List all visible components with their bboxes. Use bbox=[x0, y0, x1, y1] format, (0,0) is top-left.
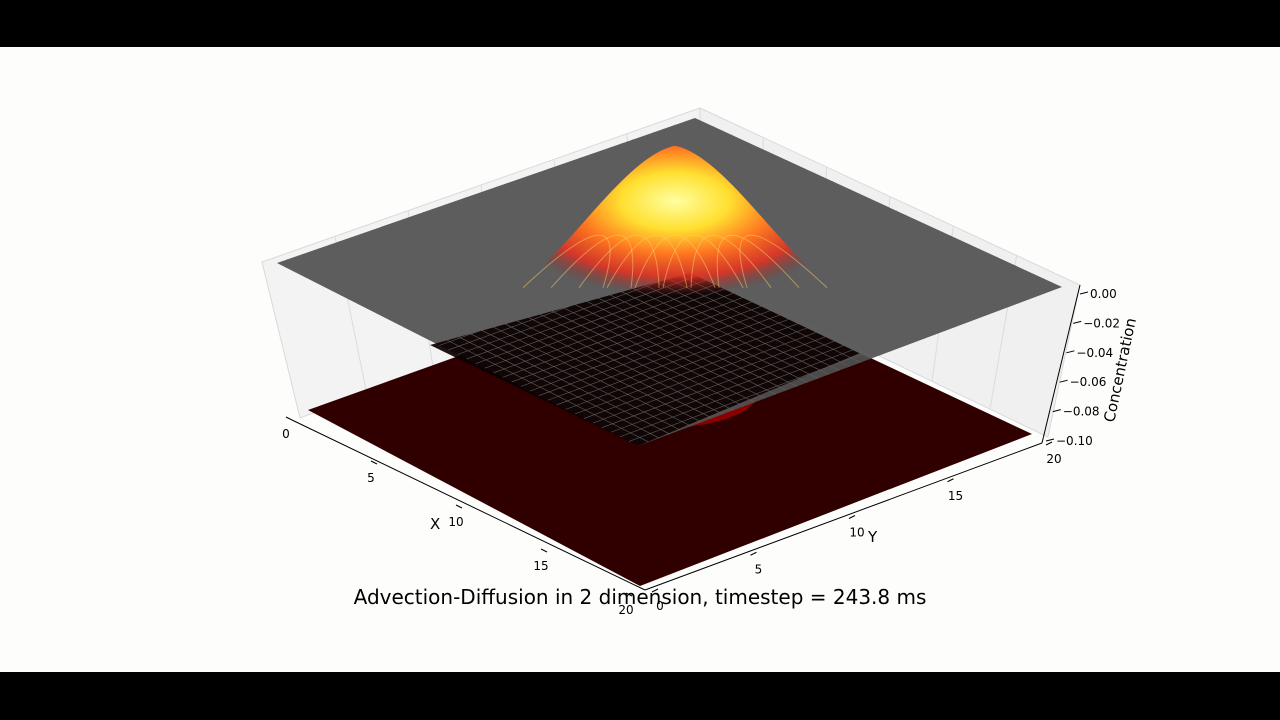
y-tick-label-4: 20 bbox=[1046, 452, 1061, 466]
z-axis-line bbox=[1041, 284, 1081, 444]
y-tick-mark-0 bbox=[651, 588, 659, 593]
x-tick-label-0: 0 bbox=[282, 427, 290, 441]
z-ticks: −0.10 −0.08 −0.06 −0.04 −0.02 0.00 bbox=[1045, 287, 1120, 448]
z-tick-mark-1 bbox=[1052, 409, 1061, 413]
x-axis-line bbox=[291, 419, 646, 591]
z-tick-mark-4 bbox=[1073, 320, 1082, 324]
y-tick-label-2: 10 bbox=[849, 526, 864, 540]
y-tick-mark-4 bbox=[1045, 441, 1053, 446]
chart-caption: Advection-Diffusion in 2 dimension, time… bbox=[353, 585, 927, 609]
y-axis-line bbox=[644, 442, 1043, 591]
x-axis-label: X bbox=[430, 515, 440, 533]
z-tick-mark-3 bbox=[1066, 350, 1075, 354]
y-tick-mark-3 bbox=[947, 478, 954, 483]
z-tick-label-0: −0.10 bbox=[1056, 434, 1093, 448]
x-tick-mark-2 bbox=[455, 504, 463, 509]
z-tick-mark-5 bbox=[1079, 291, 1089, 295]
x-tick-mark-4 bbox=[625, 592, 633, 597]
x-tick-mark-3 bbox=[540, 548, 548, 553]
x-tick-label-1: 5 bbox=[367, 471, 375, 485]
z-tick-mark-0 bbox=[1045, 438, 1055, 442]
x-tick-mark-1 bbox=[370, 460, 378, 465]
surface-peak bbox=[522, 145, 828, 304]
y-tick-mark-2 bbox=[848, 515, 856, 519]
z-tick-label-2: −0.06 bbox=[1070, 375, 1107, 389]
y-tick-label-0: 0 bbox=[656, 599, 664, 613]
z-tick-label-4: −0.02 bbox=[1083, 316, 1120, 330]
z-tick-label-3: −0.04 bbox=[1076, 346, 1113, 360]
y-ticks: 0 5 10 15 20 bbox=[651, 441, 1062, 613]
z-tick-mark-2 bbox=[1059, 379, 1068, 383]
x-tick-mark-0 bbox=[285, 416, 293, 421]
z-axis-label: Concentration bbox=[1100, 316, 1140, 424]
x-tick-label-4: 20 bbox=[618, 603, 633, 617]
x-tick-label-3: 15 bbox=[533, 559, 548, 573]
x-ticks: 0 5 10 15 20 bbox=[282, 416, 634, 617]
surface-shadow bbox=[430, 273, 860, 446]
peak-surface bbox=[525, 145, 826, 304]
x-tick-label-2: 10 bbox=[448, 515, 463, 529]
y-tick-mark-1 bbox=[750, 551, 757, 556]
z-tick-label-1: −0.08 bbox=[1063, 405, 1100, 419]
y-tick-label-3: 15 bbox=[948, 489, 963, 503]
z-tick-label-5: 0.00 bbox=[1090, 287, 1117, 301]
y-tick-label-1: 5 bbox=[755, 562, 763, 576]
y-axis-label: Y bbox=[867, 528, 878, 546]
